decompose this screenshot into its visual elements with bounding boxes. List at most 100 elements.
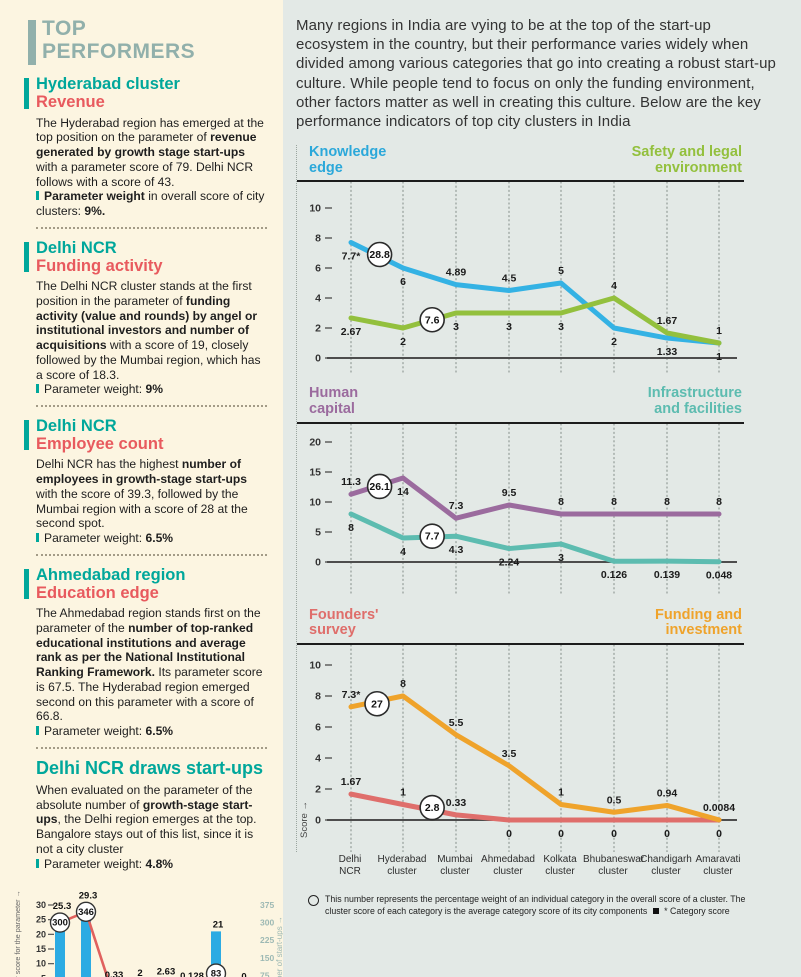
chart-left-title: Knowledge edge — [309, 144, 386, 176]
infrastructure-and-facilities-value-label: 4 — [400, 546, 406, 558]
section-body: Delhi NCR has the highest number of empl… — [36, 457, 267, 531]
founders-survey-value-label: 0 — [664, 828, 670, 840]
text: Delhi NCR has the highest — [36, 457, 182, 472]
cluster-label-line: Chandigarh — [640, 854, 692, 866]
left-tick-label: 30 — [36, 900, 46, 910]
infrastructure-and-facilities-value-label: 8 — [348, 522, 354, 534]
bold-text: funding activity (value and rounds) by a… — [36, 293, 258, 353]
weight-circle-value: 27 — [371, 698, 383, 710]
cluster-score-label: 0.128 — [180, 971, 204, 977]
page-title-line1: TOP — [42, 17, 87, 40]
section-subtitle: Education edge — [36, 584, 159, 603]
cluster-score-label: 25.3 — [53, 901, 72, 912]
footnote-circle-note: This number represents the percentage we… — [325, 894, 746, 916]
text: Its parameter score is 67.5. The Hyderab… — [36, 665, 263, 724]
human-capital-value-label: 8 — [611, 496, 617, 508]
section-kicker: Delhi NCR — [36, 238, 117, 257]
sidebar-section-3: Delhi NCR Employee count Delhi NCR has the… — [24, 417, 267, 546]
parameter-weight: Parameter weight: 6.5% — [36, 531, 267, 546]
safety-and-legal-environment-value-label: 2 — [400, 336, 406, 348]
sidebar-section-5: Delhi NCR draws start-ups When evaluated … — [36, 757, 267, 871]
cluster-label-kolkata: Kolkata cluster — [530, 854, 590, 878]
chart-left-title-line: Human — [309, 385, 359, 402]
bar-hyderabad — [211, 931, 221, 977]
knowledge-edge-value-label: 2 — [611, 336, 617, 348]
cluster-label-line: cluster — [651, 865, 681, 877]
startup-count-value: 300 — [52, 918, 68, 929]
y-tick-label: 0 — [315, 353, 321, 365]
left-axis-title: Cluster score for the parameter → — [13, 891, 22, 977]
chart-left-title-line: survey — [309, 622, 356, 639]
founders-survey-value-label: 0 — [506, 828, 512, 840]
weight-circle — [366, 473, 393, 499]
funding-and-investment-line — [348, 693, 722, 823]
weight-bullet — [36, 384, 39, 394]
text: The Ahmedabad region stands first on the… — [36, 606, 261, 635]
founders-survey-funding-and-investment-chart: 0 2 4 6 8 10 1.67 1 0.33 0 0 0 0 0 7.3* 8 5.5 3.5 1 0.5 0.94… — [299, 645, 737, 853]
text: Parameter weight: — [44, 724, 146, 739]
bar-chart-container: 5101520253075150225300375300346615222830… — [10, 879, 284, 977]
right-tick-label: 300 — [260, 918, 274, 928]
dotted-separator — [36, 746, 267, 749]
funding-and-investment-value-label: 5.5 — [449, 717, 464, 729]
human-capital-value-label: 7.3 — [449, 500, 464, 512]
knowledge-edge-value-label: 5 — [558, 265, 564, 277]
section-body: When evaluated on the parameter of the a… — [36, 783, 267, 857]
safety-and-legal-environment-value-label: 3 — [506, 321, 512, 333]
section-subtitle: Funding activity — [36, 257, 163, 276]
human-capital-value-label: 8 — [716, 496, 722, 508]
safety-and-legal-environment-value-label: 2.67 — [341, 326, 362, 338]
knowledge-edge-value-label: 4.89 — [446, 267, 467, 279]
left-tick-label: 5 — [41, 974, 46, 977]
right-axis-title: Number of start-ups → — [275, 916, 284, 977]
left-tick-label: 25 — [36, 915, 46, 925]
cluster-score-label: 29.3 — [79, 891, 98, 902]
text: Parameter weight: — [44, 382, 146, 397]
section-subtitle: Employee count — [36, 435, 164, 454]
funding-and-investment-value-label: 1 — [558, 787, 564, 799]
dotted-separator — [36, 405, 267, 408]
y-tick-label: 6 — [315, 722, 321, 734]
cluster-label-line: Hyderabad — [377, 854, 427, 866]
cluster-score-label: 0 — [241, 972, 246, 977]
square-legend-icon — [652, 907, 659, 914]
section-kicker: Delhi NCR draws start-ups — [36, 757, 264, 778]
bold-text: revenue generated by growth stage start-… — [36, 130, 257, 160]
weight-bullet — [36, 533, 39, 543]
founders-survey-value-label: 0 — [611, 828, 617, 840]
funding-and-investment-value-label: 8 — [400, 678, 406, 690]
bold-text: growth-stage start-ups — [36, 797, 253, 827]
cluster-label-line: NCR — [339, 865, 361, 877]
bold-text: 9%. — [84, 204, 106, 219]
chart-header-rule — [297, 643, 744, 646]
chart-header-rule — [297, 421, 744, 424]
y-tick-label: 2 — [315, 323, 321, 335]
chart-right-title-line: environment — [654, 159, 742, 176]
cluster-label-line: Ahmedabad — [481, 854, 535, 866]
cluster-label-line: Kolkata — [543, 854, 577, 866]
cluster-label-amaravati: Amaravati cluster — [688, 854, 748, 878]
human-capital-infrastructure-and-facilities-chart: 0 5 10 15 20 11.3 14 7.3 9.5 8 8 8 8 8 4 4.3 2.24 3 0.126 0… — [309, 423, 737, 596]
cluster-label-chandigarh: Chandigarh cluster — [636, 854, 696, 878]
sidebar-section-4: Ahmedabad region Education edge The Ahmeda… — [24, 565, 267, 739]
bold-text: 6.5% — [145, 724, 174, 739]
chart-right-title-line: and facilities — [654, 401, 742, 418]
parameter-weight: Parameter weight: 6.5% — [36, 724, 267, 739]
cluster-score-label: 0.33 — [105, 970, 124, 977]
section-subtitle: Revenue — [36, 93, 105, 112]
text: Parameter weight: — [44, 856, 146, 871]
y-tick-label: 10 — [309, 203, 321, 215]
section-kicker: Ahmedabad region — [36, 565, 186, 584]
human-capital-value-label: 9.5 — [502, 487, 517, 499]
charts-area: Knowledge edge Safety and legal environment… — [296, 144, 744, 853]
cluster-label-bhubaneswar: Bhubaneswar cluster — [583, 854, 644, 878]
right-tick-label: 75 — [260, 971, 270, 977]
cluster-score-label: 2.63 — [157, 967, 176, 977]
human-capital-line — [348, 475, 722, 521]
chart-right-title-line: Funding and — [655, 606, 742, 623]
bold-text: Parameter weight — [44, 189, 145, 204]
right-tick-label: 150 — [260, 953, 274, 963]
chart-right-title-line: investment — [665, 622, 742, 639]
chart-right-title-line: Infrastructure — [647, 385, 742, 402]
weight-bullet — [36, 191, 39, 201]
